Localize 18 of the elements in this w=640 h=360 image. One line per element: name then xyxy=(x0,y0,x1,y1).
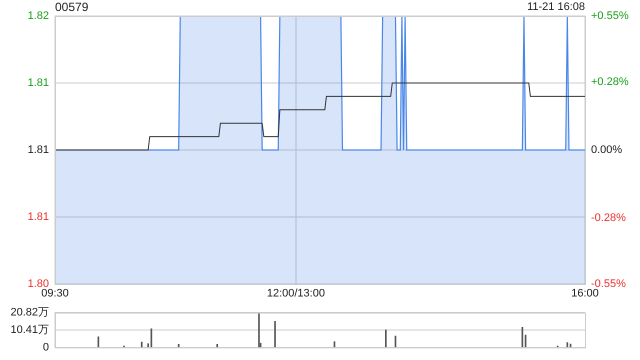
y2-tick-label: +0.55% xyxy=(591,10,629,22)
y2-tick-label: -0.28% xyxy=(591,212,626,224)
y-tick-label: 1.80 xyxy=(28,278,49,290)
y2-tick-label: 0.00% xyxy=(591,144,622,156)
text: 11-21 16:08 xyxy=(527,1,585,13)
y2-tick-label: +0.28% xyxy=(591,76,629,88)
y-tick-label: 1.81 xyxy=(28,144,49,156)
y-tick-label: 20.82万 xyxy=(10,306,49,319)
y-tick-label: 0 xyxy=(42,341,49,354)
y-tick-label: 1.81 xyxy=(28,211,49,224)
x-tick-label: 09:30 xyxy=(41,288,69,300)
y-tick-label: 1.81 xyxy=(28,77,49,90)
x-tick-label: 16:00 xyxy=(571,288,599,300)
y2-tick-label: -0.55% xyxy=(591,278,626,290)
y-tick-label: 10.41万 xyxy=(10,324,49,336)
y-tick-label: 1.82 xyxy=(28,10,49,22)
x-tick-label: 12:00/13:00 xyxy=(266,288,325,300)
chart-title: 00579 xyxy=(55,0,88,14)
